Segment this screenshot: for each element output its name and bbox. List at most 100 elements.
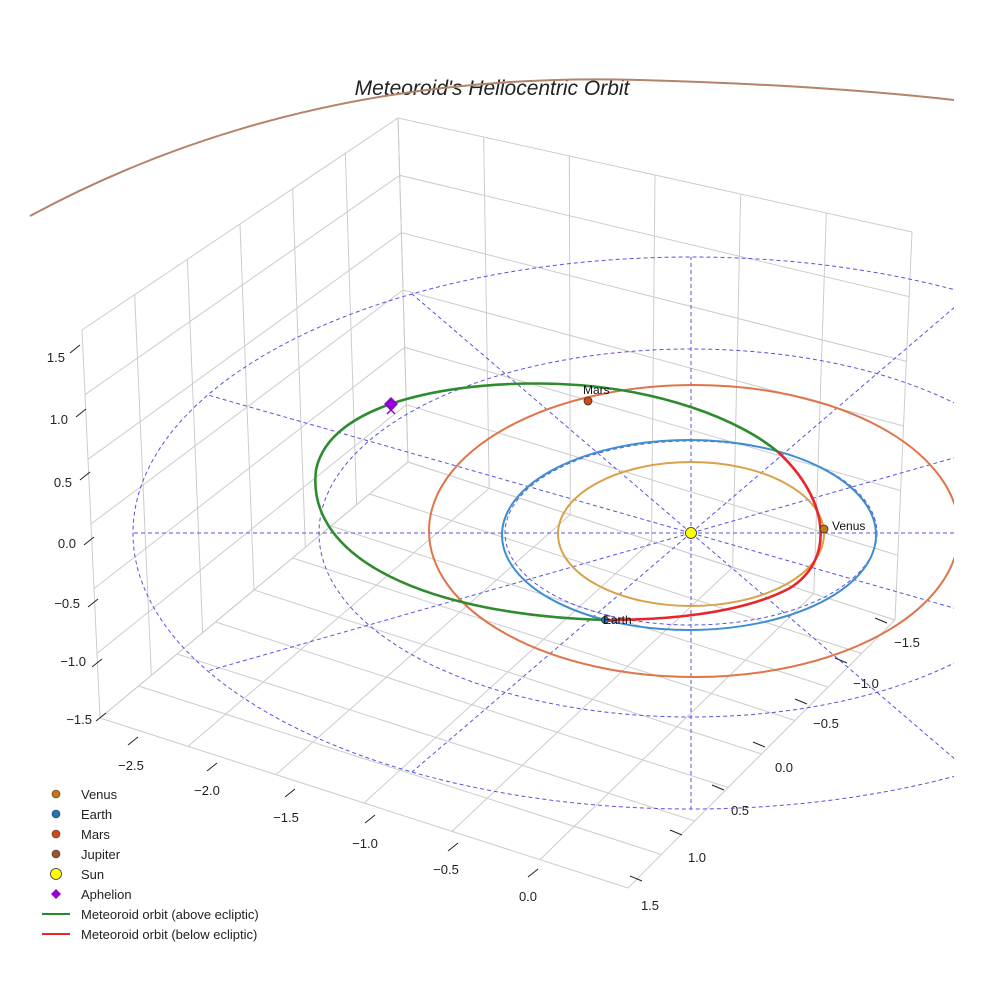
- chart-title: Meteoroid's Heliocentric Orbit: [355, 77, 631, 100]
- ecliptic-spoke: [690, 307, 954, 534]
- grid-line: [187, 487, 490, 747]
- z-tick-label: 0.5: [54, 475, 72, 490]
- z-tick-label: −1.0: [60, 654, 86, 669]
- grid-line: [451, 566, 734, 832]
- mars-label: Mars: [583, 383, 610, 397]
- x-tick-label: −1.5: [273, 810, 299, 825]
- x-tick-mark: [284, 788, 296, 798]
- earth-label: Earth: [603, 613, 632, 627]
- y-tick-mark: [834, 657, 848, 664]
- jupiter-orbit: [29, 78, 955, 217]
- x-tick-mark: [364, 814, 376, 824]
- jupiter-orbit-arc: [29, 78, 955, 217]
- y-tick-label: −1.5: [894, 635, 920, 650]
- legend-label: Mars: [81, 827, 110, 842]
- z-tick-mark: [75, 408, 87, 418]
- legend: Venus Earth Mars Jupiter Sun Aphelion Meteoroi…: [42, 787, 259, 942]
- z-tick-label: −1.5: [66, 712, 92, 727]
- markers: Venus Mars Earth: [384, 383, 865, 627]
- ecliptic-reference-grid: [132, 256, 954, 810]
- z-tick-label: −0.5: [54, 596, 80, 611]
- ecliptic-spoke: [207, 532, 692, 672]
- venus-label: Venus: [832, 519, 865, 533]
- ecliptic-spoke: [411, 532, 692, 773]
- y-tick-mark: [629, 875, 643, 882]
- y-tick-mark: [794, 698, 808, 705]
- grid-line: [363, 540, 652, 804]
- y-tick-mark: [669, 829, 683, 836]
- ecliptic-spoke: [411, 293, 692, 534]
- x-tick-label: −0.5: [433, 862, 459, 877]
- y-tick-mark: [752, 741, 766, 748]
- z-tick-label: 1.5: [47, 350, 65, 365]
- legend-sun-icon: [50, 868, 62, 880]
- z-tick-mark: [83, 536, 95, 546]
- venus-marker: [819, 524, 829, 534]
- z-tick-mark: [87, 598, 99, 608]
- x-tick-mark: [206, 762, 218, 772]
- z-tick-mark: [95, 712, 107, 722]
- grid-line: [81, 117, 913, 331]
- orbit-earth: [501, 439, 877, 631]
- x-tick-label: −1.0: [352, 836, 378, 851]
- y-tick-label: 0.0: [775, 760, 793, 775]
- legend-item: Meteoroid orbit (below ecliptic): [42, 927, 257, 942]
- meteoroid-orbit-above: [314, 382, 779, 622]
- grid-line: [539, 593, 815, 861]
- grid-line: [96, 404, 898, 654]
- y-tick-mark: [874, 617, 888, 624]
- grid-line: [99, 461, 409, 719]
- y-tick-label: 0.5: [731, 803, 749, 818]
- axis-ticks: 1.5 1.0 0.5 0.0 −0.5 −1.0 −1.5 −2.5 −2.0 −1.5 −1.0…: [47, 344, 920, 913]
- grid-line: [90, 289, 904, 525]
- legend-label: Sun: [81, 867, 104, 882]
- grid-line: [87, 232, 907, 460]
- legend-dot-icon: [51, 849, 61, 859]
- legend-dot-icon: [51, 789, 61, 799]
- x-tick-mark: [127, 736, 139, 746]
- legend-label: Aphelion: [81, 887, 132, 902]
- legend-dot-icon: [51, 809, 61, 819]
- meteoroid-orbit-below: [604, 451, 822, 622]
- ecliptic-spoke: [207, 394, 692, 534]
- x-tick-label: 0.0: [519, 889, 537, 904]
- legend-label: Earth: [81, 807, 112, 822]
- planet-orbits: [428, 384, 954, 678]
- legend-label: Meteoroid orbit (below ecliptic): [81, 927, 257, 942]
- x-tick-label: 1.5: [641, 898, 659, 913]
- legend-label: Meteoroid orbit (above ecliptic): [81, 907, 259, 922]
- mars-marker: [583, 396, 593, 406]
- legend-diamond-icon: [51, 889, 61, 899]
- y-tick-label: −1.0: [853, 676, 879, 691]
- aphelion-projection-marker: [386, 405, 396, 415]
- meteoroid-orbit: [314, 382, 822, 622]
- z-tick-mark: [79, 471, 91, 481]
- legend-item: Jupiter: [51, 847, 121, 862]
- legend-item: Earth: [51, 807, 112, 822]
- grid-line: [84, 174, 910, 396]
- orbit-mars: [428, 384, 954, 678]
- grid-line: [627, 619, 896, 889]
- legend-item: Venus: [51, 787, 118, 802]
- x-tick-label: −2.5: [118, 758, 144, 773]
- legend-item: Mars: [51, 827, 110, 842]
- orbit-venus: [557, 461, 825, 607]
- legend-dot-icon: [51, 829, 61, 839]
- x-tick-label: −2.0: [194, 783, 220, 798]
- earth-marker: [601, 616, 609, 624]
- sun-marker: [685, 527, 697, 539]
- legend-label: Jupiter: [81, 847, 121, 862]
- y-tick-label: 1.0: [688, 850, 706, 865]
- legend-item: Aphelion: [51, 887, 132, 902]
- z-tick-mark: [91, 658, 103, 668]
- aphelion-marker: [384, 397, 398, 411]
- x-tick-mark: [527, 868, 539, 878]
- ecliptic-spoke: [690, 532, 954, 759]
- y-tick-label: −0.5: [813, 716, 839, 731]
- x-tick-mark: [447, 842, 459, 852]
- legend-label: Venus: [81, 787, 118, 802]
- grid-line: [275, 514, 571, 776]
- z-tick-mark: [69, 344, 81, 354]
- z-tick-label: 0.0: [58, 536, 76, 551]
